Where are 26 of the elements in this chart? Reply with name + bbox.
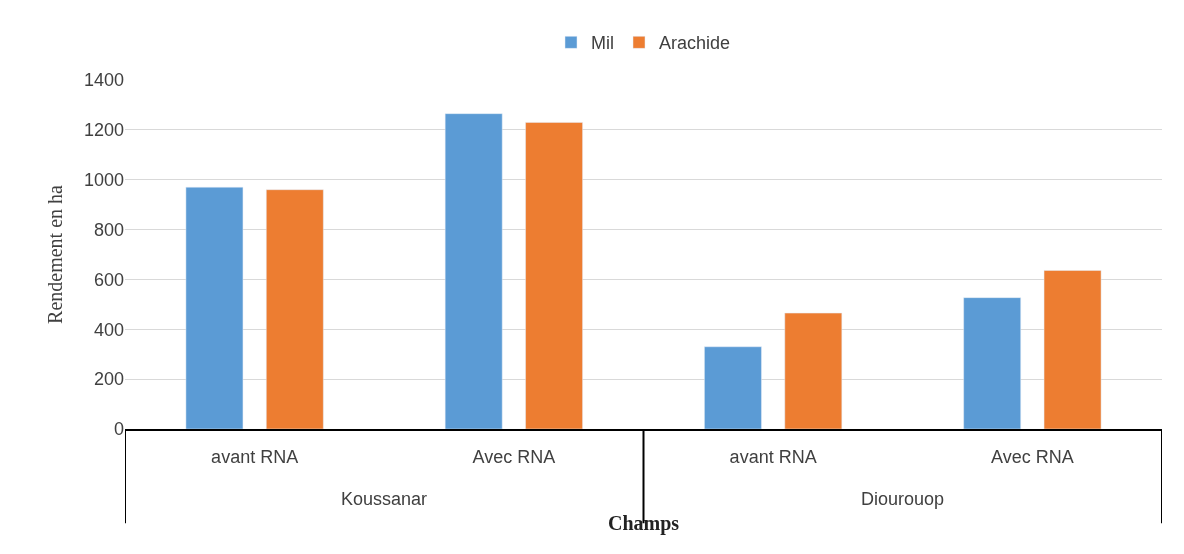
y-tick-label: 400 [93, 319, 124, 340]
y-axis-title: Rendement en ha [44, 184, 67, 324]
y-tick-label: 1000 [83, 170, 124, 191]
y-tick-label: 600 [93, 269, 124, 290]
bar [185, 186, 244, 429]
x-tick-label: Avec RNA [472, 446, 556, 467]
bar [266, 189, 324, 429]
x-tick-label: avant RNA [729, 446, 817, 467]
text: Diourouop [861, 489, 945, 509]
bar [1043, 270, 1102, 429]
bar [444, 113, 503, 429]
y-tick-label: 0 [113, 419, 124, 440]
bar [784, 312, 843, 429]
x-tick-label: Avec RNA [991, 446, 1074, 467]
x-tick-label: avant RNA [211, 446, 299, 467]
y-tick-label: 800 [93, 219, 124, 240]
legend-label: Mil [591, 33, 614, 54]
y-tick-label: 1400 [83, 70, 124, 91]
bar [704, 346, 762, 429]
x-axis-title: Champs [608, 512, 680, 535]
legend-label: Arachide [659, 33, 731, 54]
y-tick-label: 200 [93, 369, 124, 390]
y-tick-label: 1200 [83, 120, 124, 141]
text: Koussanar [341, 489, 428, 509]
bar [525, 122, 583, 429]
bar [963, 297, 1021, 429]
